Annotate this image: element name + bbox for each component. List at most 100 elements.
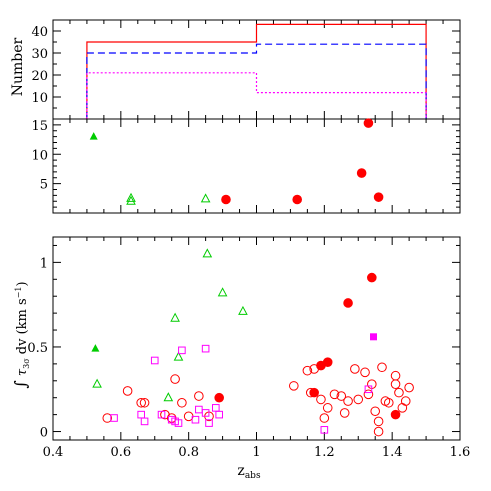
- histogram-panel: 10 20 30 40: [31, 19, 461, 120]
- data-point-circle-open: [370, 406, 381, 417]
- data-point-circle-filled: [221, 194, 231, 205]
- data-point-circle-filled: [214, 392, 224, 403]
- data-point-square-open: [157, 410, 166, 419]
- y-tick-label: 10: [31, 91, 48, 106]
- y-tick-label: 1: [40, 256, 48, 271]
- data-point-circle-open: [363, 389, 374, 400]
- lower-scatter-panel: 0.4 0.6 0.8 1 1.2 1.4 1.6 0 0.5 1: [27, 236, 471, 460]
- data-point-circle-open: [102, 413, 113, 423]
- data-point-circle-filled: [309, 387, 319, 398]
- data-point-circle-open: [390, 379, 401, 389]
- data-point-circle-open: [360, 367, 370, 378]
- data-point-circle-open: [350, 364, 360, 374]
- data-point-square-open: [178, 346, 186, 355]
- data-point-circle-open: [383, 397, 394, 408]
- data-point-circle-open: [394, 387, 404, 398]
- data-point-square-open: [195, 405, 203, 414]
- upper-scatter-panel: 5 10 15: [31, 118, 461, 214]
- data-point-circle-open: [353, 394, 364, 405]
- data-point-circle-filled: [356, 168, 367, 178]
- data-point-square-open: [140, 417, 149, 426]
- data-point-square-open: [150, 356, 159, 365]
- y-tick-label: 10: [31, 148, 48, 163]
- data-point-circle-open: [289, 381, 299, 391]
- data-point-circle-filled: [363, 118, 374, 128]
- data-point-circle-open: [194, 391, 204, 401]
- svg-text:∫ τ3σ dv (km s−1): ∫ τ3σ dv (km s−1): [11, 281, 31, 388]
- data-point-square-open: [191, 415, 200, 424]
- data-point-square-open: [174, 419, 183, 427]
- data-point-square-open: [215, 410, 223, 419]
- x-tick-label: 0.4: [43, 445, 64, 460]
- data-point-circle-open: [305, 387, 316, 398]
- y-tick-label: 0.5: [27, 341, 48, 356]
- data-point-circle-open: [336, 391, 347, 401]
- data-point-circle-filled: [343, 298, 353, 308]
- data-point-square-open: [320, 426, 329, 434]
- svg-text:zabs: zabs: [237, 463, 261, 481]
- data-point-triangle-open: [202, 248, 213, 258]
- data-point-triangle-filled: [89, 132, 98, 140]
- data-point-square-open: [137, 410, 145, 419]
- data-point-triangle-open: [163, 392, 174, 402]
- data-point-circle-open: [139, 397, 150, 408]
- data-point-square-open: [205, 419, 213, 427]
- data-point-triangle-open: [92, 378, 102, 388]
- data-point-circle-open: [177, 397, 187, 408]
- y-tick-label: 20: [31, 69, 48, 84]
- data-point-circle-open: [339, 408, 350, 418]
- data-point-square-filled: [370, 333, 378, 341]
- y-axis-label-integral: ∫ τ3σ dv (km s−1): [11, 281, 31, 388]
- y-axis-label-number: Number: [10, 37, 26, 96]
- data-point-circle-open: [170, 374, 180, 384]
- data-point-circle-filled: [367, 272, 377, 283]
- x-tick-label: 1.4: [382, 445, 403, 460]
- x-axis-label-zabs: zabs: [237, 463, 261, 481]
- data-point-square-open: [110, 414, 118, 422]
- data-point-circle-filled: [390, 409, 401, 420]
- data-point-triangle-open: [170, 312, 180, 322]
- data-point-circle-open: [373, 416, 384, 427]
- data-point-circle-open: [400, 396, 411, 406]
- upper-scatter-frame: [52, 118, 461, 214]
- data-point-circle-open: [329, 389, 340, 400]
- x-tick-label: 1: [252, 445, 260, 460]
- data-point-square-open: [212, 404, 220, 412]
- data-point-triangle-filled: [91, 344, 100, 352]
- x-tick-label: 0.6: [110, 445, 131, 460]
- data-point-circle-open: [319, 413, 330, 423]
- data-point-circle-open: [309, 364, 319, 374]
- data-point-triangle-open: [200, 193, 211, 203]
- y-tick-label: 40: [31, 25, 48, 40]
- data-point-square-open: [201, 344, 210, 353]
- data-point-circle-open: [404, 382, 414, 393]
- data-point-circle-filled: [322, 357, 333, 367]
- data-point-triangle-open: [217, 287, 228, 297]
- data-point-circle-open: [397, 403, 408, 413]
- data-point-circle-filled: [292, 194, 303, 205]
- data-point-circle-open: [136, 397, 146, 408]
- histogram-series-line: [86, 43, 427, 119]
- x-tick-label: 1.6: [450, 445, 471, 460]
- data-point-circle-open: [390, 370, 401, 381]
- histogram-series-line: [86, 72, 427, 119]
- data-point-circle-open: [343, 396, 353, 406]
- y-tick-label: 5: [40, 178, 48, 193]
- data-point-square-open: [364, 385, 373, 394]
- lower-scatter-frame: [52, 236, 461, 441]
- data-point-triangle-open: [173, 351, 184, 361]
- data-point-circle-filled: [373, 192, 384, 202]
- data-point-circle-open: [373, 426, 384, 437]
- x-tick-label: 1.2: [314, 445, 335, 460]
- y-tick-label: 15: [31, 119, 48, 134]
- y-tick-label: 0: [40, 426, 48, 441]
- data-point-triangle-open: [126, 195, 136, 205]
- data-point-square-open: [201, 409, 210, 417]
- data-point-circle-open: [122, 386, 133, 396]
- histogram-series-line: [86, 23, 427, 119]
- x-tick-label: 0.8: [178, 445, 199, 460]
- data-point-circle-open: [302, 365, 313, 376]
- y-tick-label: 30: [31, 47, 48, 62]
- data-point-circle-open: [322, 403, 333, 413]
